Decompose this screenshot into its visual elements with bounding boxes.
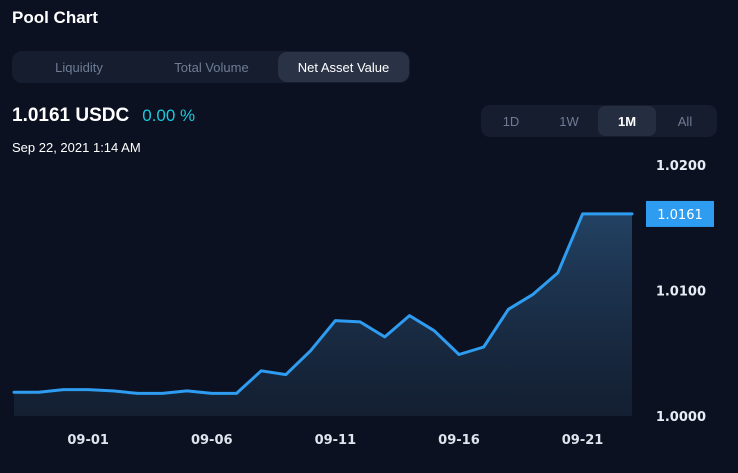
range-tab-1w[interactable]: 1W <box>559 113 579 129</box>
y-tick-label: 1.0000 <box>656 410 706 425</box>
range-tab-1d[interactable]: 1D <box>502 113 520 129</box>
current-value: 1.0161 USDC <box>12 105 130 126</box>
timestamp: Sep 22, 2021 1:14 AM <box>12 140 141 155</box>
page-title: Pool Chart <box>12 8 98 27</box>
value-summary: 1.0161 USDC 0.00 % <box>12 105 195 127</box>
tab-total-volume[interactable]: Total Volume <box>174 59 249 75</box>
range-tab-all[interactable]: All <box>677 113 693 129</box>
metric-tab-group: Liquidity Total Volume Net Asset Value <box>12 51 410 83</box>
chart-area-fill <box>14 213 632 416</box>
chart-series-line <box>12 212 634 395</box>
last-value-badge <box>646 200 714 227</box>
x-tick-label: 09-01 <box>67 433 109 448</box>
x-tick-label: 09-21 <box>562 433 604 448</box>
range-tab-1m[interactable]: 1M <box>598 106 656 136</box>
x-axis: 09-01 09-06 09-11 09-16 09-21 <box>67 433 603 448</box>
x-tick-label: 09-16 <box>438 433 480 448</box>
tab-liquidity[interactable]: Liquidity <box>55 59 103 75</box>
range-tab-group: 1D 1W 1M All <box>481 105 717 137</box>
percent-change: 0.00 % <box>142 106 196 125</box>
last-value-label: 1.0161 <box>657 208 703 223</box>
y-tick-label: 1.0200 <box>656 159 706 174</box>
last-value-marker: 1.0161 <box>646 200 714 227</box>
y-axis: 1.0000 1.0100 1.0200 <box>656 159 706 425</box>
tab-net-asset-value[interactable]: Net Asset Value <box>278 52 409 82</box>
y-tick-label: 1.0100 <box>656 285 706 300</box>
x-tick-label: 09-11 <box>315 433 357 448</box>
chart-points <box>13 213 633 394</box>
x-tick-label: 09-06 <box>191 433 233 448</box>
